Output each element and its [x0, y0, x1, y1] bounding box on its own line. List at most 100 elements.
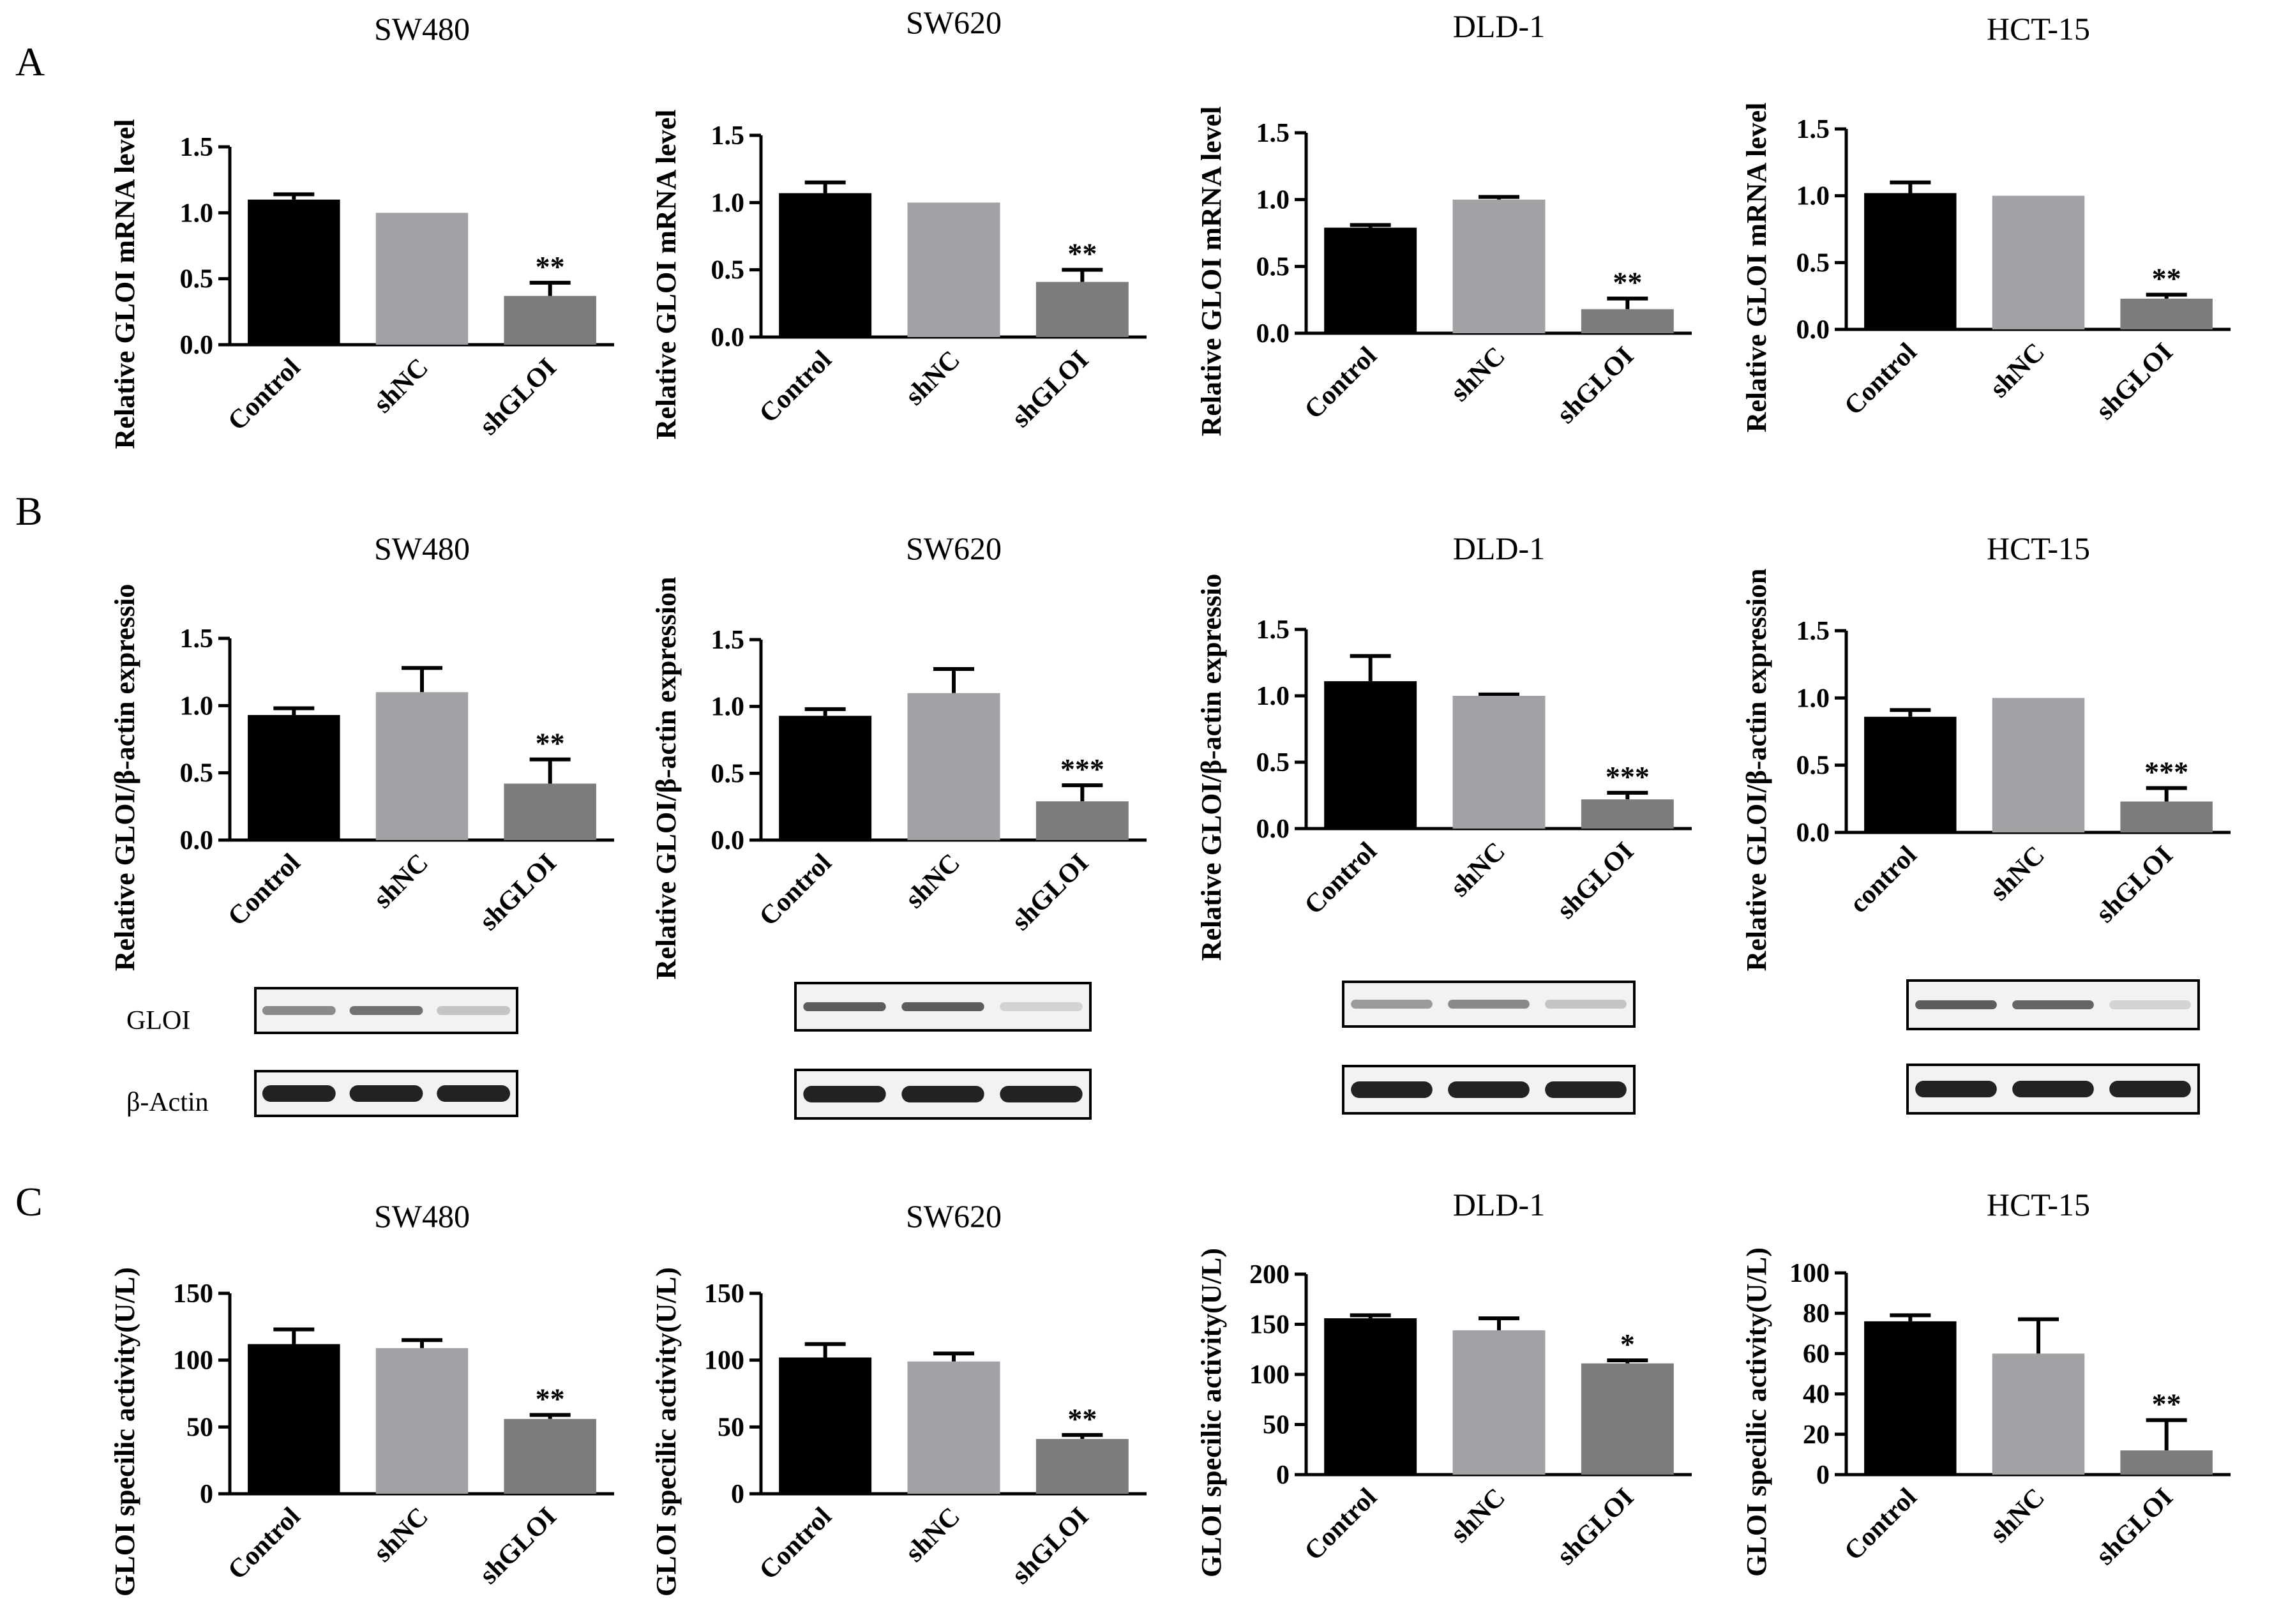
y-tick-label: 0.5	[1796, 751, 1830, 781]
y-tick-label: 150	[704, 1279, 744, 1309]
bar-shnc	[1452, 199, 1546, 333]
x-tick-label: shGLOI	[1006, 1502, 1094, 1590]
y-tick-label: 150	[1249, 1311, 1290, 1340]
chart-title: SW620	[906, 1198, 1002, 1234]
y-tick-label: 0	[731, 1480, 744, 1509]
blot-b4	[1906, 979, 2200, 1115]
bar-shgloi	[2120, 1450, 2213, 1475]
y-axis-label: Relative GLOI mRNA level	[651, 110, 682, 440]
significance-mark: ***	[2144, 755, 2188, 788]
blot-band	[1448, 1000, 1530, 1009]
significance-mark: **	[536, 727, 565, 760]
significance-mark: **	[2152, 262, 2181, 295]
bar-shnc	[1452, 696, 1546, 829]
chart-title: SW480	[374, 530, 470, 566]
x-tick-label: shGLOI	[474, 353, 562, 441]
chart-title: DLD-1	[1453, 530, 1545, 566]
significance-mark: **	[2152, 1388, 2181, 1420]
panel-label-a: A	[15, 39, 45, 84]
y-tick-label: 0	[200, 1480, 213, 1509]
y-tick-label: 0.0	[180, 331, 214, 360]
blot-band	[437, 1006, 511, 1015]
chart-title: SW480	[374, 1198, 470, 1234]
blot-strip-actin	[1906, 1064, 2200, 1115]
x-tick-label: Control	[1299, 342, 1383, 425]
x-tick-label: shGLOI	[474, 848, 562, 936]
y-tick-label: 0.5	[180, 759, 214, 788]
significance-mark: **	[1067, 237, 1097, 270]
chart-title: SW480	[374, 11, 470, 47]
x-tick-label: Control	[222, 848, 306, 932]
blot-strip-gloi	[794, 982, 1092, 1032]
y-tick-label: 1.0	[1796, 684, 1830, 713]
blot-band	[901, 1002, 984, 1011]
chart-title: HCT-15	[1987, 530, 2090, 566]
blot-band	[2109, 1000, 2191, 1009]
x-tick-label: Control	[754, 1502, 838, 1586]
bar-shgloi	[1581, 799, 1674, 829]
y-tick-label: 200	[1249, 1260, 1290, 1289]
y-tick-label: 80	[1803, 1299, 1830, 1328]
bar-control	[1324, 681, 1417, 829]
blot-band	[437, 1085, 511, 1102]
y-tick-label: 0.5	[180, 265, 214, 294]
chart-c3: DLD-1 GLOI specilic activity(U/L) 0 50 100 15…	[1196, 1187, 1692, 1577]
significance-mark: ***	[1060, 753, 1104, 785]
x-tick-label: shNC	[900, 848, 967, 915]
blot-label-gloi: GLOI	[126, 1006, 190, 1035]
blot-band	[2012, 1081, 2094, 1097]
bar-shnc	[375, 692, 469, 840]
blot-band	[262, 1085, 336, 1102]
x-tick-label: shGLOI	[474, 1502, 562, 1590]
y-tick-label: 1.5	[180, 624, 214, 654]
blot-band	[2109, 1081, 2191, 1097]
bar-control	[779, 193, 872, 337]
y-tick-label: 0.5	[1796, 248, 1830, 278]
blot-band	[1915, 1081, 1997, 1097]
bar-shnc	[375, 1348, 469, 1494]
bar-shnc	[1992, 195, 2085, 329]
x-tick-label: shGLOI	[2091, 1483, 2179, 1571]
y-tick-label: 1.0	[180, 691, 214, 721]
x-tick-label: shGLOI	[2091, 841, 2179, 929]
y-tick-label: 1.5	[1256, 119, 1290, 148]
blot-band	[1448, 1081, 1530, 1098]
y-axis-label: Relative GLOI/β-actin expressio	[1196, 574, 1227, 961]
blot-band	[2012, 1000, 2094, 1009]
blot-band	[901, 1086, 984, 1102]
bar-shnc	[907, 693, 1000, 840]
y-tick-label: 0	[1816, 1461, 1830, 1490]
y-tick-label: 100	[1789, 1259, 1830, 1288]
panel-label-b: B	[15, 488, 43, 534]
y-axis-label: Relative GLOI/β-actin expression	[1741, 569, 1772, 972]
significance-mark: **	[1613, 266, 1642, 299]
chart-title: SW620	[906, 530, 1002, 566]
chart-title: DLD-1	[1453, 8, 1545, 44]
y-tick-label: 0.0	[1796, 315, 1830, 345]
x-tick-label: Control	[1839, 338, 1922, 421]
x-tick-label: Control	[1299, 1483, 1383, 1567]
y-tick-label: 1.0	[1256, 682, 1290, 711]
x-tick-label: Control	[754, 345, 838, 429]
y-tick-label: 0.5	[1256, 748, 1290, 778]
x-tick-label: Control	[222, 1502, 306, 1586]
y-axis-label: GLOI specilic activity(U/L)	[651, 1267, 682, 1597]
y-tick-label: 60	[1803, 1339, 1830, 1369]
y-tick-label: 100	[704, 1346, 744, 1376]
y-axis-label: GLOI specilic activity(U/L)	[1741, 1247, 1772, 1577]
y-tick-label: 150	[173, 1279, 213, 1309]
y-axis-label: GLOI specilic activity(U/L)	[1196, 1248, 1227, 1577]
blot-band	[349, 1085, 423, 1102]
y-tick-label: 100	[1249, 1360, 1290, 1390]
bar-control	[1864, 716, 1957, 832]
x-tick-label: shGLOI	[1551, 342, 1639, 430]
x-tick-label: Control	[1839, 1483, 1922, 1567]
x-tick-label: shNC	[368, 1502, 435, 1568]
bar-shgloi	[1581, 1363, 1674, 1475]
bar-shgloi	[504, 1418, 596, 1494]
y-tick-label: 0.0	[1796, 818, 1830, 848]
y-tick-label: 1.5	[1796, 115, 1830, 144]
blot-band	[1351, 1081, 1433, 1098]
chart-b1: SW480 Relative GLOI/β-actin expressio 0.0 0…	[109, 530, 614, 971]
blot-band	[1000, 1002, 1083, 1011]
